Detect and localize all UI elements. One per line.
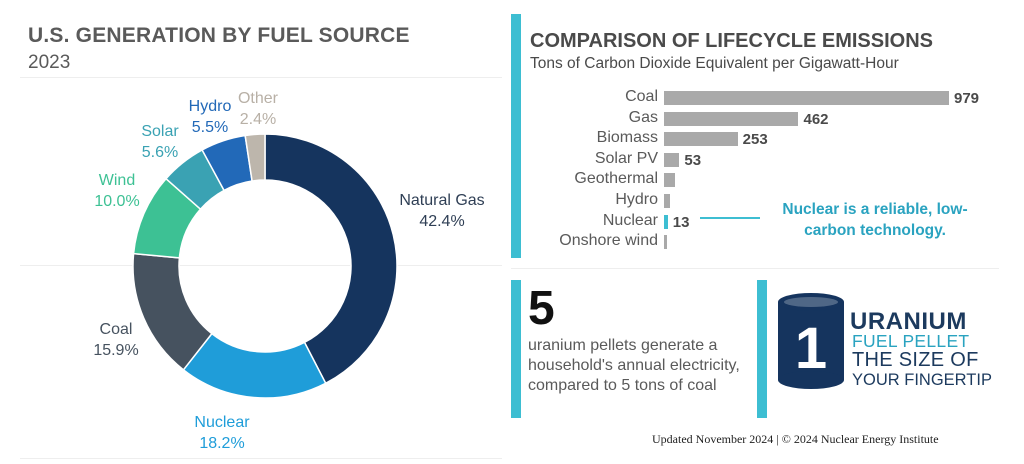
- donut-label-name: Hydro: [188, 98, 232, 115]
- size-of-text: THE SIZE OF: [852, 349, 979, 371]
- bar-nuclear: [664, 214, 668, 229]
- bar-gas: [664, 111, 799, 126]
- bar-category-hydro: Hydro: [615, 191, 658, 208]
- donut-label-other: Other 2.4%: [198, 88, 318, 130]
- donut-slice-natural-gas: [264, 133, 398, 385]
- donut-label-value: 5.6%: [141, 144, 179, 161]
- bar-hydro: [664, 194, 671, 208]
- donut-label-value: 2.4%: [239, 111, 277, 128]
- fingertip-text: YOUR FINGERTIP: [852, 371, 992, 389]
- bar-category-coal: Coal: [625, 88, 658, 105]
- bar-chart-title: COMPARISON OF LIFECYCLE EMISSIONS: [530, 30, 933, 52]
- bar-category-geothermal: Geothermal: [574, 170, 658, 188]
- fuel-pellet-word: FUEL PELLET: [852, 331, 970, 351]
- bar-category-biomass: Biomass: [596, 129, 658, 147]
- donut-label-value: 5.5%: [191, 119, 229, 136]
- donut-label-nuclear: Nuclear 18.2%: [162, 412, 282, 454]
- donut-label-value: 42.4%: [419, 213, 465, 230]
- donut-label-wind: Wind 10.0%: [57, 170, 177, 212]
- bar-category-gas: Gas: [628, 108, 658, 126]
- divider-line: [20, 77, 502, 78]
- uranium-word: URANIUM: [850, 308, 967, 335]
- bar-solar-pv: [664, 152, 680, 167]
- donut-label-name: Other: [237, 90, 278, 107]
- donut-chart-title: U.S. GENERATION BY FUEL SOURCE: [28, 24, 410, 47]
- bar-value-nuclear: 13: [672, 213, 690, 231]
- bar-biomass: [664, 132, 738, 147]
- uranium-pellet-icon: 1: [778, 293, 844, 389]
- donut-chart-year: 2023: [28, 52, 71, 73]
- donut-label-value: 18.2%: [199, 435, 245, 452]
- donut-label-name: Natural Gas: [399, 192, 485, 209]
- donut-label-name: Coal: [99, 321, 133, 338]
- donut-label-natural-gas: Natural Gas 42.4%: [382, 190, 502, 232]
- nuclear-callout: Nuclear is a reliable, low-carbon techno…: [782, 201, 968, 239]
- bar-category-onshore-wind: Onshore wind: [559, 232, 658, 250]
- bar-category-nuclear: Nuclear: [602, 211, 658, 229]
- donut-label-value: 15.9%: [93, 342, 139, 359]
- pellet-description: uranium pellets generate a household's a…: [528, 337, 740, 394]
- footer-credit: Updated November 2024 | © 2024 Nuclear E…: [652, 432, 939, 446]
- divider-line: [20, 458, 502, 459]
- donut-chart: [132, 133, 398, 399]
- accent-bar: [757, 280, 767, 418]
- bar-coal: [664, 91, 949, 105]
- bar-value-solar-pv: 53: [684, 151, 702, 169]
- donut-label-solar: Solar 5.6%: [100, 121, 220, 163]
- divider-line: [20, 265, 502, 266]
- donut-label-name: Nuclear: [194, 414, 250, 431]
- bar-value-coal: 979: [954, 90, 980, 107]
- bar-geothermal: [664, 173, 676, 188]
- accent-bar: [511, 14, 521, 258]
- callout-line: [700, 217, 760, 219]
- donut-slice-other: [244, 133, 266, 182]
- bar-chart-subtitle: Tons of Carbon Dioxide Equivalent per Gi…: [530, 55, 899, 72]
- donut-label-name: Solar: [141, 123, 179, 140]
- donut-label-value: 10.0%: [94, 193, 140, 210]
- bar-value-biomass: 253: [742, 131, 768, 149]
- bar-category-solar-pv: Solar PV: [594, 149, 658, 167]
- pellet-digit: 1: [795, 316, 827, 381]
- divider-line: [511, 268, 999, 269]
- bar-onshore-wind: [664, 235, 668, 250]
- donut-label-hydro: Hydro 5.5%: [150, 96, 270, 138]
- bar-value-gas: 462: [803, 110, 829, 128]
- accent-bar: [511, 280, 521, 418]
- donut-label-coal: Coal 15.9%: [56, 319, 176, 361]
- donut-label-name: Wind: [98, 172, 136, 189]
- pellet-count: 5: [528, 282, 555, 335]
